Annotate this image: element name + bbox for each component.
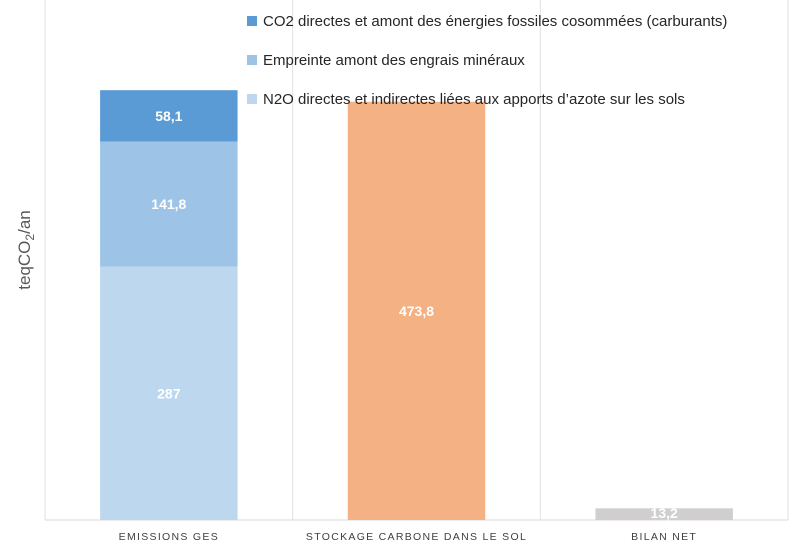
bar-segment [595,508,733,520]
y-axis-title: teqCO2/an [15,210,37,289]
data-label: 141,8 [151,196,186,212]
category-label: BILAN NET [631,531,697,543]
y-axis-title-tail: /an [15,210,34,234]
category-labels: EMISSIONS GES STOCKAGE CARBONE DANS LE SO… [119,531,697,543]
legend-label: CO2 directes et amont des énergies fossi… [263,13,727,30]
legend-swatch [247,94,257,104]
category-label: EMISSIONS GES [119,531,219,543]
data-labels: 287 141,8 58,1 473,8 13,2 [151,108,678,521]
data-label: 473,8 [399,303,434,319]
bars [100,90,733,520]
legend-swatch [247,16,257,26]
bar-segment [100,90,238,142]
legend: CO2 directes et amont des énergies fossi… [247,13,727,108]
bar-segment [100,141,238,267]
category-separators [44,0,789,520]
legend-label: Empreinte amont des engrais minéraux [263,52,525,69]
y-axis-title-sub: 2 [23,234,37,241]
data-label: 13,2 [651,505,678,521]
y-axis-title-main: teqCO [15,241,34,290]
data-label: 287 [157,385,181,401]
data-label: 58,1 [155,108,182,124]
category-label: STOCKAGE CARBONE DANS LE SOL [306,531,527,543]
legend-swatch [247,55,257,65]
bar-segment [100,266,238,520]
legend-label: N2O directes et indirectes liées aux app… [263,91,685,108]
bar-segment [347,101,486,520]
